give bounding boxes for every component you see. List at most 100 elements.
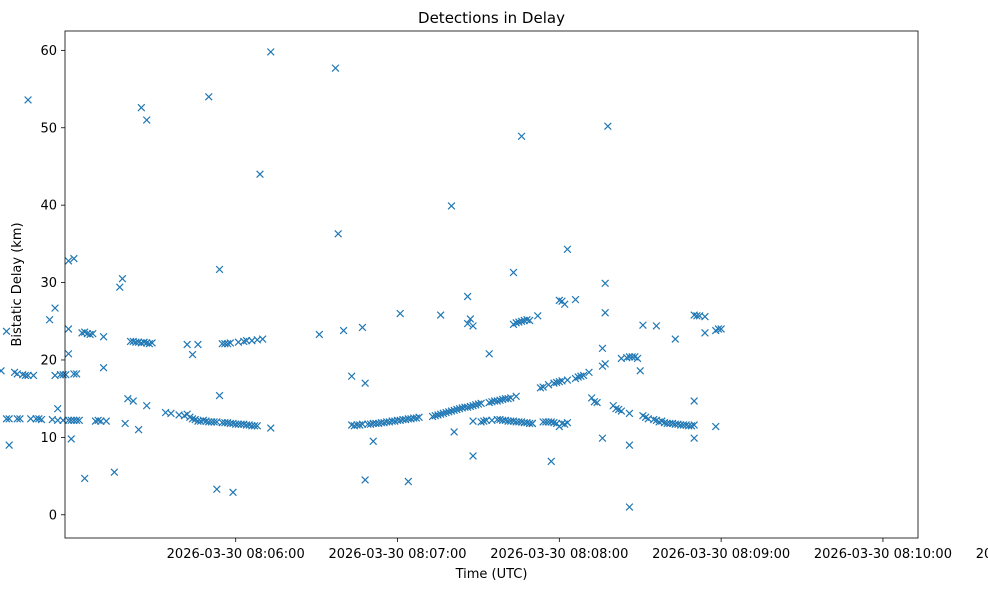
data-point <box>91 417 100 425</box>
data-point <box>213 485 221 494</box>
data-point <box>369 419 378 428</box>
data-point <box>593 398 601 407</box>
data-point <box>463 292 472 301</box>
data-point <box>601 360 609 368</box>
data-point <box>45 315 54 324</box>
data-point <box>687 421 696 430</box>
data-point <box>70 416 78 425</box>
data-point <box>671 335 680 343</box>
data-point <box>142 401 151 410</box>
data-point <box>550 379 558 388</box>
data-point <box>13 414 22 423</box>
data-point <box>124 394 132 403</box>
data-point <box>639 321 647 329</box>
data-point <box>56 370 65 379</box>
data-point <box>404 477 413 486</box>
data-point <box>560 300 569 309</box>
data-point <box>339 326 348 335</box>
data-point <box>35 414 43 423</box>
data-point <box>539 383 547 391</box>
data-point <box>137 339 146 347</box>
data-point <box>444 408 453 416</box>
data-point <box>315 330 324 339</box>
data-point <box>21 371 30 380</box>
x-tick-label: 2026-03-30 08:06:00 <box>167 547 305 562</box>
data-point <box>2 414 11 423</box>
data-point <box>29 371 38 380</box>
data-point <box>577 372 585 381</box>
data-point <box>248 421 256 430</box>
data-point <box>436 410 445 418</box>
data-point <box>509 268 518 277</box>
data-point <box>72 416 81 425</box>
y-tick-label: 20 <box>40 353 57 368</box>
data-point <box>450 428 458 436</box>
data-point <box>266 48 275 56</box>
data-point <box>512 318 521 327</box>
data-point <box>0 366 5 375</box>
y-axis-title: Bistatic Delay (km) <box>10 222 25 346</box>
data-point <box>550 418 558 427</box>
data-point <box>517 317 526 326</box>
data-point <box>129 397 138 405</box>
data-point <box>256 170 264 179</box>
data-point <box>415 413 423 422</box>
data-point <box>234 420 243 429</box>
data-point <box>612 404 620 413</box>
data-point <box>361 476 369 484</box>
data-point <box>229 488 237 497</box>
data-point <box>574 373 583 381</box>
data-point <box>218 339 227 348</box>
data-point <box>617 407 626 415</box>
x-axis-title: Time (UTC) <box>455 567 528 582</box>
data-points <box>0 48 725 511</box>
plot-area <box>0 30 919 539</box>
data-point <box>442 408 450 417</box>
data-point <box>563 245 572 254</box>
data-point <box>676 421 685 429</box>
data-point <box>434 411 442 419</box>
data-point <box>223 339 232 348</box>
data-point <box>447 202 456 210</box>
y-tick-label: 60 <box>40 44 57 59</box>
data-point <box>436 311 445 319</box>
data-point <box>331 64 340 72</box>
data-point <box>358 420 367 429</box>
data-point <box>542 418 550 426</box>
data-point <box>717 325 725 333</box>
data-point <box>563 418 572 427</box>
chart-title: Detections in Delay <box>418 9 565 27</box>
data-point <box>477 418 485 426</box>
data-point <box>601 279 609 288</box>
data-point <box>194 340 202 349</box>
data-point <box>625 503 634 511</box>
y-tick-label: 30 <box>40 276 57 291</box>
data-point <box>142 339 151 347</box>
data-point <box>463 403 472 412</box>
data-point <box>517 132 526 141</box>
data-point <box>183 340 191 349</box>
data-point <box>64 416 73 425</box>
data-point <box>258 335 267 343</box>
data-point <box>24 96 32 104</box>
data-point <box>140 338 148 346</box>
data-point <box>450 406 458 415</box>
data-point <box>628 353 636 361</box>
data-point <box>469 401 477 410</box>
data-point <box>5 441 14 449</box>
x-axis: 2026-03-30 08:06:00 2026-03-30 08:07:00 20… <box>167 538 988 562</box>
data-point <box>663 419 672 428</box>
y-tick-label: 40 <box>40 199 57 214</box>
data-point <box>83 329 92 338</box>
data-point <box>64 257 73 265</box>
data-point <box>16 414 24 423</box>
x-tick-label: 2026-03-30 08:08:00 <box>490 547 628 562</box>
data-point <box>652 322 661 330</box>
data-point <box>579 371 588 380</box>
data-point <box>355 421 364 429</box>
data-point <box>598 344 607 353</box>
data-point <box>134 338 143 346</box>
data-point <box>188 350 197 359</box>
data-point <box>690 434 698 442</box>
data-point <box>97 417 105 425</box>
